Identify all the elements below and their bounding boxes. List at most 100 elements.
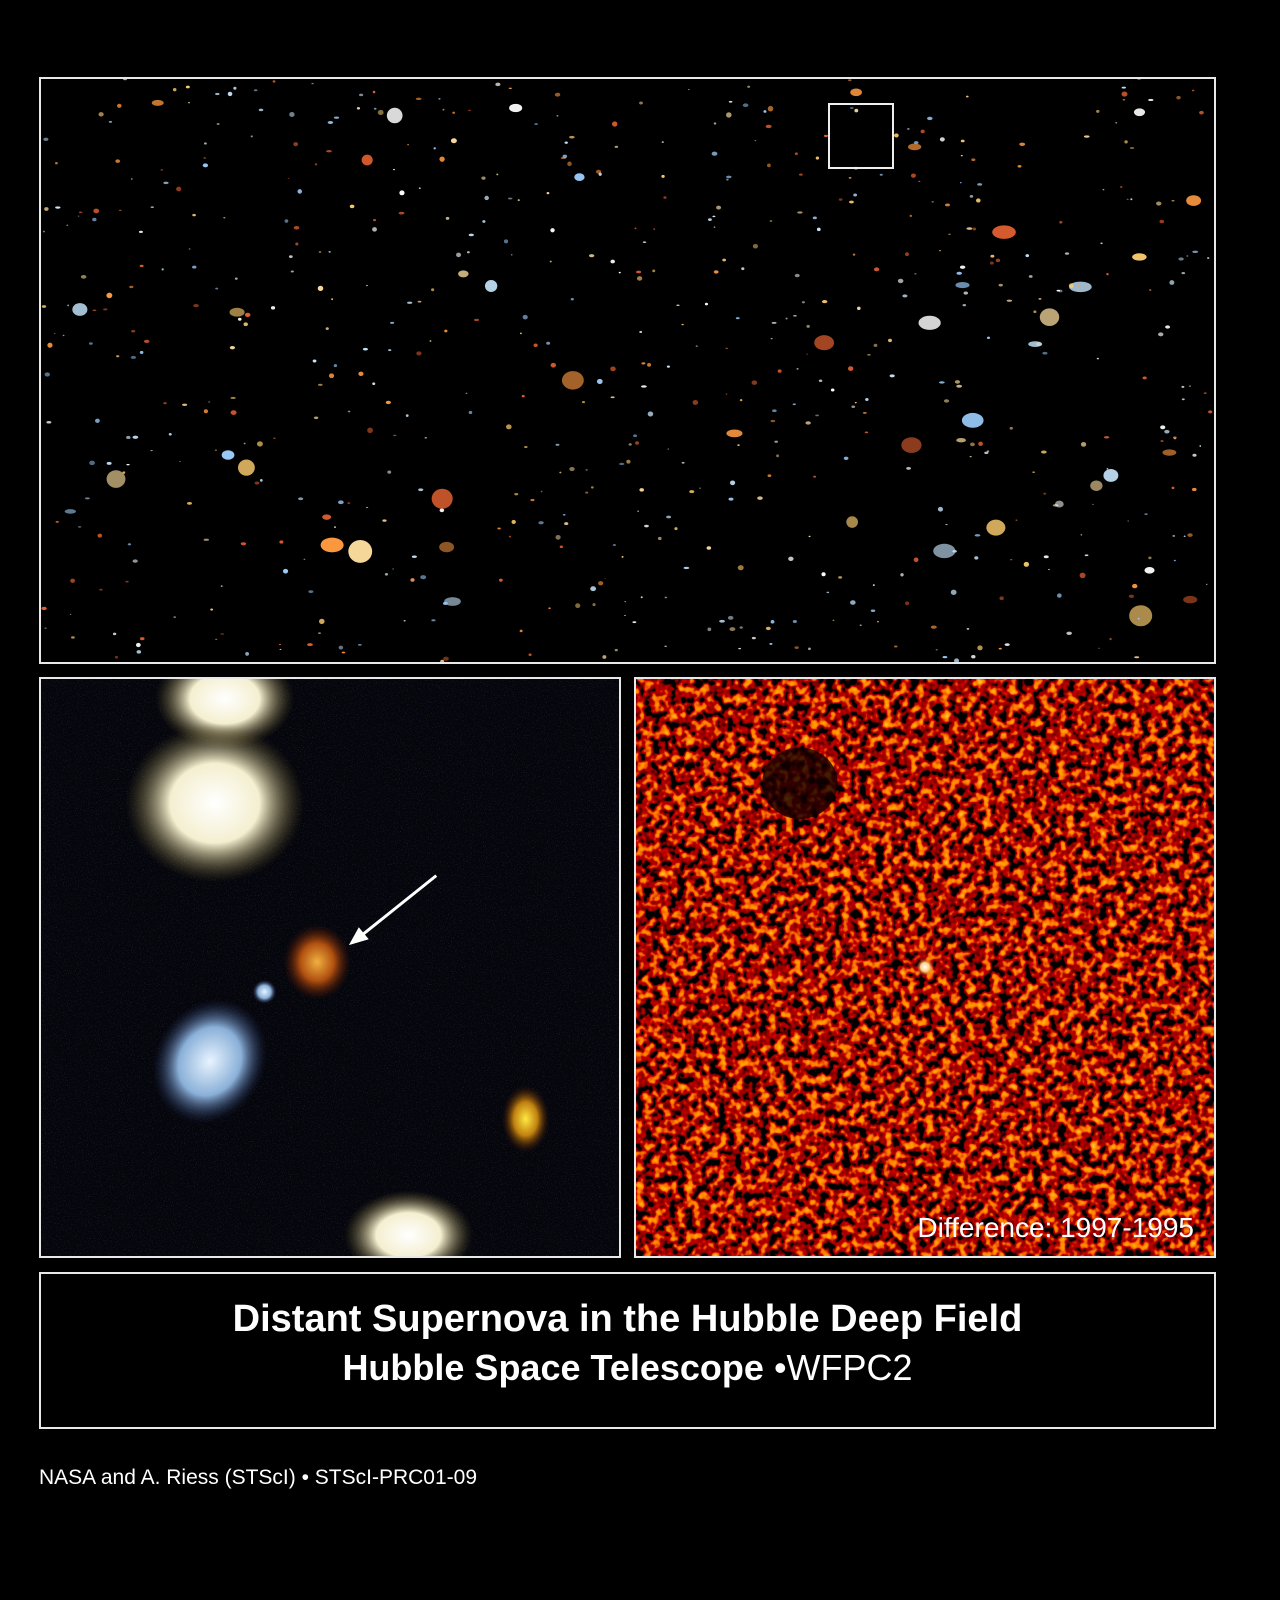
galaxy xyxy=(870,609,876,612)
galaxy xyxy=(785,317,788,320)
galaxy xyxy=(41,606,47,611)
galaxy xyxy=(1038,297,1042,300)
galaxy xyxy=(728,497,734,501)
galaxy xyxy=(150,450,153,452)
galaxy xyxy=(604,578,606,579)
galaxy xyxy=(202,163,209,168)
galaxy xyxy=(151,99,164,106)
galaxy xyxy=(506,424,512,430)
galaxy xyxy=(754,140,757,142)
galaxy xyxy=(812,216,817,220)
galaxy xyxy=(161,268,164,271)
galaxy xyxy=(1047,569,1051,571)
galaxy xyxy=(230,410,237,415)
galaxy xyxy=(407,143,409,146)
galaxy xyxy=(99,588,103,591)
galaxy xyxy=(1149,289,1152,291)
galaxy xyxy=(69,613,72,615)
galaxy xyxy=(325,327,329,330)
galaxy xyxy=(913,557,919,563)
galaxy xyxy=(699,487,701,489)
galaxy xyxy=(792,403,796,406)
galaxy xyxy=(297,189,303,194)
galaxy xyxy=(661,141,664,143)
galaxy xyxy=(770,419,776,423)
galaxy xyxy=(1120,185,1123,189)
galaxy xyxy=(641,362,646,365)
galaxy xyxy=(139,637,145,641)
galaxy xyxy=(805,421,811,425)
galaxy xyxy=(373,107,377,110)
galaxy xyxy=(89,460,95,466)
galaxy xyxy=(135,642,141,648)
galaxy xyxy=(510,254,513,256)
galaxy xyxy=(952,549,957,553)
galaxy xyxy=(452,111,456,114)
galaxy xyxy=(44,627,47,629)
supernova-host xyxy=(283,924,351,1000)
galaxy xyxy=(303,558,306,560)
galaxy xyxy=(640,596,643,599)
galaxy xyxy=(986,519,1006,536)
galaxy xyxy=(1178,257,1184,261)
galaxy xyxy=(424,437,428,439)
galaxy xyxy=(971,158,976,162)
galaxy xyxy=(965,95,969,98)
galaxy xyxy=(722,258,727,262)
galaxy xyxy=(508,535,512,538)
galaxy xyxy=(1068,283,1074,289)
galaxy xyxy=(663,196,667,199)
galaxy xyxy=(66,224,69,226)
galaxy xyxy=(106,292,113,299)
galaxy xyxy=(674,527,678,531)
galaxy xyxy=(1203,392,1207,395)
galaxy xyxy=(902,294,908,298)
galaxy xyxy=(429,340,432,342)
galaxy xyxy=(1160,425,1166,430)
galaxy xyxy=(1208,410,1213,414)
galaxy xyxy=(633,434,638,438)
galaxy xyxy=(610,396,615,399)
galaxy xyxy=(393,434,397,437)
galaxy xyxy=(728,100,733,103)
galaxy xyxy=(726,112,732,118)
galaxy xyxy=(508,87,512,90)
galaxy xyxy=(872,584,875,587)
galaxy xyxy=(410,578,415,582)
galaxy xyxy=(1148,556,1152,560)
residual-artifact xyxy=(762,747,838,820)
galaxy xyxy=(546,192,550,195)
galaxy xyxy=(382,519,387,522)
galaxy xyxy=(585,491,589,494)
galaxy xyxy=(765,626,771,631)
galaxy xyxy=(814,335,835,351)
galaxy xyxy=(774,440,778,443)
galaxy xyxy=(1109,637,1112,641)
galaxy xyxy=(1130,198,1133,201)
galaxy xyxy=(314,163,318,166)
galaxy xyxy=(1207,257,1210,259)
galaxy xyxy=(960,139,965,143)
galaxy xyxy=(971,655,976,659)
galaxy xyxy=(418,187,421,189)
galaxy xyxy=(729,627,736,632)
galaxy xyxy=(873,267,880,272)
galaxy xyxy=(362,347,368,351)
galaxy xyxy=(711,151,718,156)
galaxy xyxy=(240,542,247,546)
galaxy xyxy=(1181,271,1186,275)
galaxy xyxy=(127,543,132,546)
galaxy xyxy=(823,134,829,138)
galaxy xyxy=(897,278,904,284)
galaxy xyxy=(270,306,276,310)
galaxy xyxy=(626,459,631,464)
galaxy xyxy=(931,201,934,203)
galaxy xyxy=(772,409,777,413)
galaxy xyxy=(826,591,830,594)
galaxy xyxy=(287,178,290,179)
galaxy xyxy=(467,251,470,254)
galaxy xyxy=(559,471,562,474)
galaxy xyxy=(521,394,525,398)
galaxy xyxy=(716,205,722,210)
galaxy xyxy=(1183,535,1186,538)
